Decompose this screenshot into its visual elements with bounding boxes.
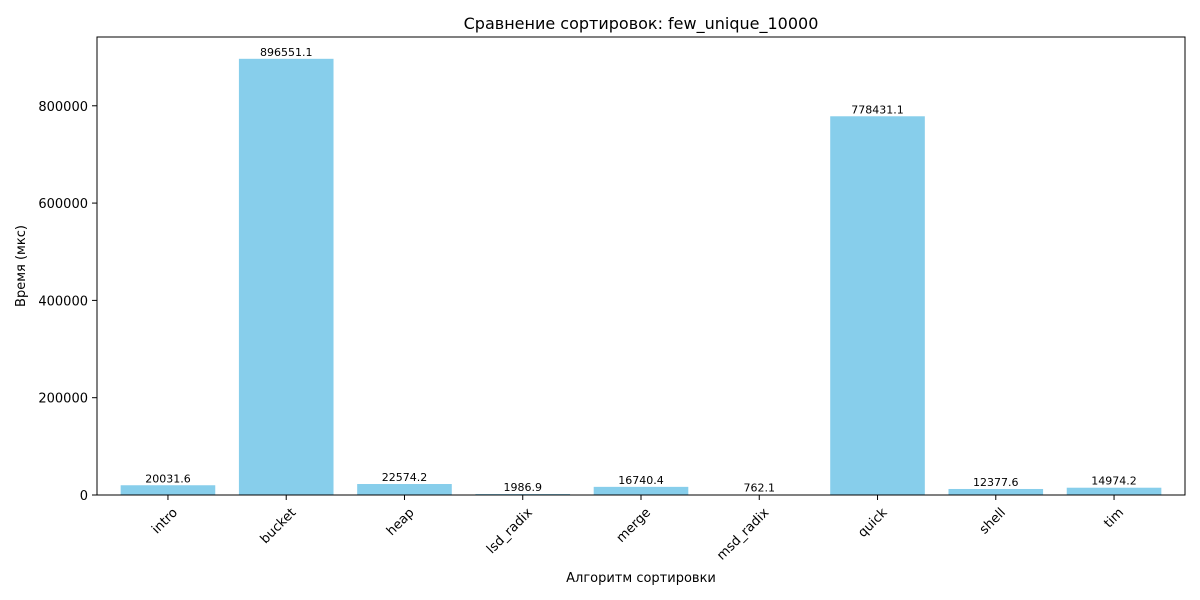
bar-bucket	[238, 58, 334, 496]
x-tick-label-merge: merge	[614, 505, 654, 545]
bar-shell	[948, 488, 1044, 495]
y-axis-title: Время (мкс)	[14, 225, 29, 307]
x-axis-ticks: intro bucket heap lsd_radix merge msd_radix qu…	[149, 495, 1127, 563]
bars-group	[120, 58, 1162, 496]
bar-quick	[830, 116, 925, 495]
x-axis-title: Алгоритм сортировки	[566, 571, 716, 586]
x-tick-label-quick: quick	[855, 505, 891, 541]
data-label-intro: 20031.6	[145, 472, 191, 485]
y-tick-label-3: 600000	[38, 197, 88, 212]
data-labels-group: 20031.6 896551.1 22574.2 1986.9 16740.4 762.1…	[145, 46, 1137, 495]
x-tick-label-intro: intro	[149, 505, 181, 537]
x-tick-label-lsd_radix: lsd_radix	[484, 505, 536, 557]
data-label-shell: 12377.6	[973, 476, 1019, 489]
y-tick-label-1: 200000	[38, 392, 88, 407]
x-tick-label-heap: heap	[384, 505, 418, 539]
data-label-msd_radix: 762.1	[744, 482, 776, 495]
chart-title: Сравнение сортировок: few_unique_10000	[464, 14, 819, 34]
y-tick-label-2: 400000	[38, 294, 88, 309]
y-tick-label-4: 800000	[38, 100, 88, 115]
plot-frame	[96, 36, 1186, 496]
x-tick-label-msd_radix: msd_radix	[714, 505, 772, 563]
data-label-heap: 22574.2	[382, 471, 428, 484]
y-axis-ticks: 0 200000 400000 600000 800000	[38, 100, 97, 504]
data-label-merge: 16740.4	[618, 474, 664, 487]
data-label-lsd_radix: 1986.9	[503, 481, 542, 494]
data-label-bucket: 896551.1	[260, 46, 313, 59]
data-label-quick: 778431.1	[851, 103, 904, 116]
bar-intro	[120, 485, 216, 495]
x-tick-label-bucket: bucket	[258, 505, 300, 547]
y-tick-label-0: 0	[80, 489, 88, 504]
bar-tim	[1066, 487, 1162, 495]
x-tick-label-shell: shell	[977, 505, 1009, 537]
bar-merge	[593, 486, 689, 495]
bar-heap	[357, 484, 452, 495]
data-label-tim: 14974.2	[1091, 475, 1137, 488]
x-tick-label-tim: tim	[1101, 505, 1127, 531]
